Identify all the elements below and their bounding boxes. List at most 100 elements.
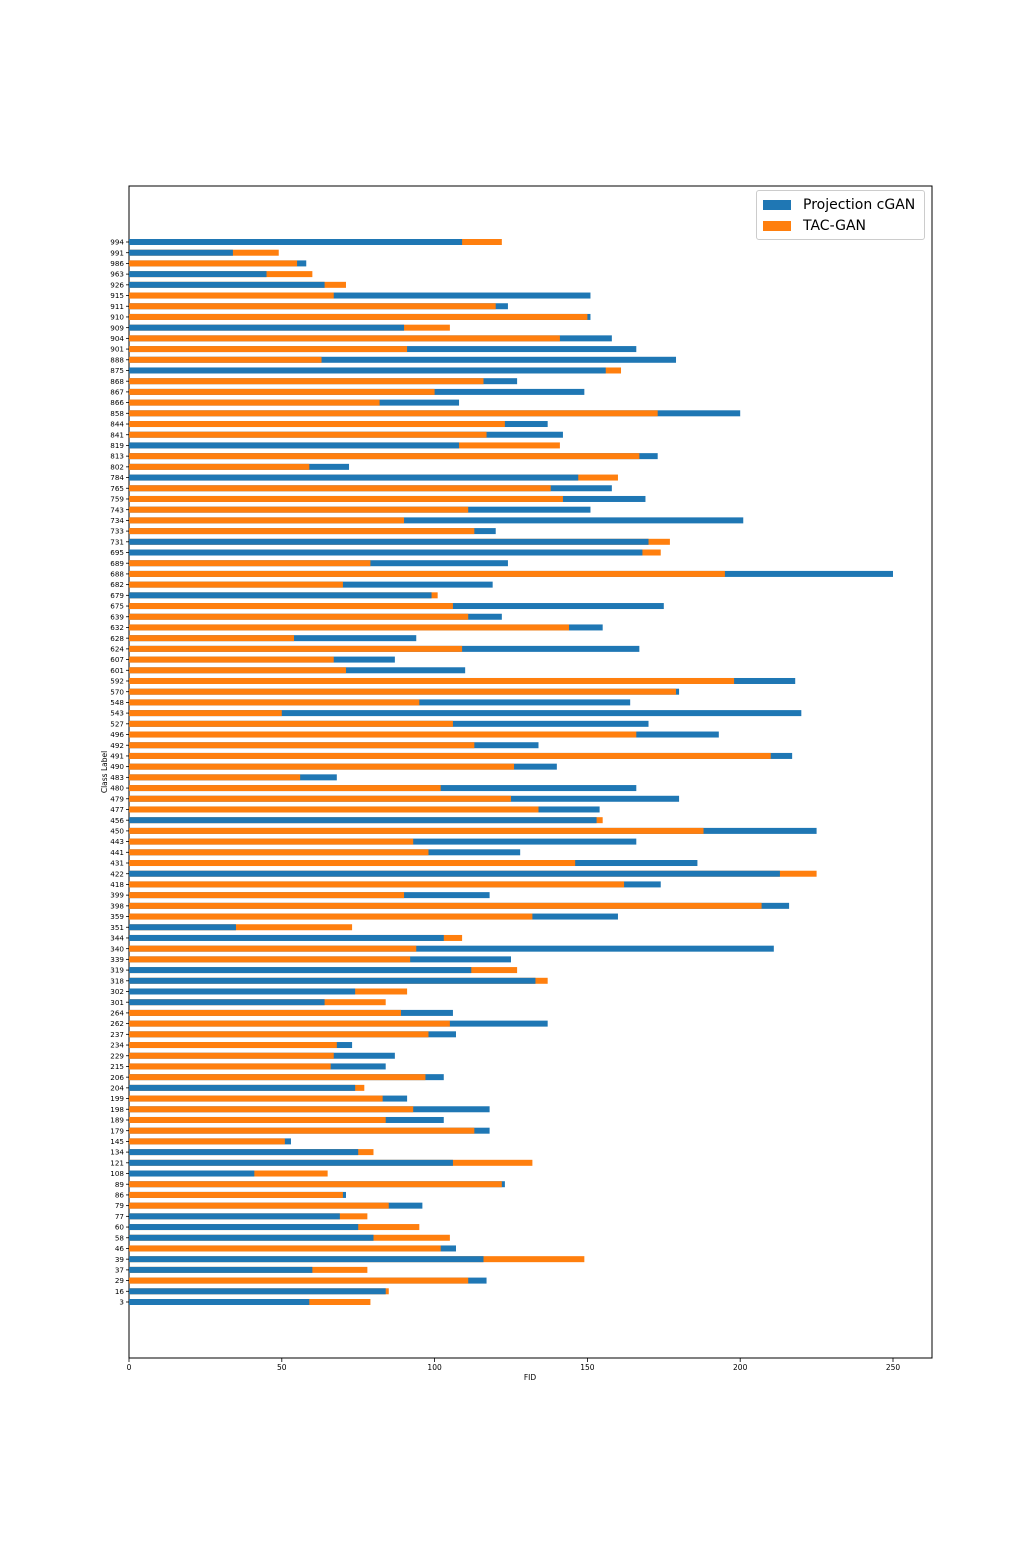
bar-tac-gan-682	[129, 581, 343, 588]
y-tick-label-994: 994	[110, 238, 124, 247]
bar-tac-gan-189	[129, 1116, 386, 1123]
bar-tac-gan-229	[129, 1052, 334, 1059]
bar-projection-cgan-875	[129, 367, 606, 374]
y-tick-label-527: 527	[110, 719, 124, 728]
bar-projection-cgan-16	[129, 1288, 386, 1295]
bar-tac-gan-743	[129, 506, 469, 513]
bar-tac-gan-198	[129, 1106, 414, 1113]
bar-projection-cgan-888	[129, 356, 677, 363]
bar-tac-gan-199	[129, 1095, 383, 1102]
y-tick-label-86: 86	[115, 1191, 125, 1200]
y-tick-label-986: 986	[110, 259, 124, 268]
bar-tac-gan-628	[129, 635, 295, 642]
x-tick-label-150: 150	[580, 1363, 595, 1372]
y-tick-label-734: 734	[110, 516, 124, 525]
bar-projection-cgan-204	[129, 1084, 356, 1091]
y-tick-label-901: 901	[110, 345, 124, 354]
x-ticks-group: 0 50 100 150 200 250	[127, 1358, 901, 1372]
y-tick-label-759: 759	[110, 495, 124, 504]
x-tick-label-250: 250	[886, 1363, 901, 1372]
y-tick-label-483: 483	[110, 773, 124, 782]
bar-tac-gan-867	[129, 388, 435, 395]
y-tick-label-431: 431	[110, 859, 124, 868]
bar-tac-gan-904	[129, 335, 560, 342]
y-tick-label-79: 79	[115, 1201, 125, 1210]
y-tick-label-16: 16	[115, 1287, 125, 1296]
y-tick-label-441: 441	[110, 848, 124, 857]
y-tick-label-418: 418	[110, 880, 124, 889]
y-tick-label-765: 765	[110, 484, 124, 493]
y-tick-label-108: 108	[110, 1169, 124, 1178]
y-tick-label-492: 492	[110, 741, 124, 750]
x-tick-label-200: 200	[733, 1363, 748, 1372]
bar-projection-cgan-319	[129, 967, 472, 974]
y-tick-label-204: 204	[110, 1083, 124, 1092]
bar-tac-gan-915	[129, 292, 334, 299]
y-tick-label-819: 819	[110, 441, 124, 450]
bar-tac-gan-479	[129, 795, 511, 802]
bar-projection-cgan-819	[129, 442, 460, 449]
y-tick-label-46: 46	[115, 1244, 125, 1253]
y-tick-label-689: 689	[110, 559, 124, 568]
y-tick-label-802: 802	[110, 462, 124, 471]
bar-projection-cgan-301	[129, 999, 325, 1006]
legend-swatch-tac-gan	[763, 221, 791, 231]
y-tick-label-339: 339	[110, 955, 124, 964]
y-tick-label-844: 844	[110, 420, 124, 429]
y-tick-label-841: 841	[110, 430, 124, 439]
y-tick-label-229: 229	[110, 1051, 124, 1060]
bar-projection-cgan-926	[129, 281, 325, 288]
y-tick-label-490: 490	[110, 762, 124, 771]
bar-projection-cgan-108	[129, 1170, 255, 1177]
bar-tac-gan-89	[129, 1181, 502, 1188]
y-tick-label-963: 963	[110, 270, 124, 279]
y-tick-label-926: 926	[110, 280, 124, 289]
y-tick-label-813: 813	[110, 452, 124, 461]
y-tick-label-39: 39	[115, 1255, 125, 1264]
y-tick-label-682: 682	[110, 580, 124, 589]
y-tick-label-215: 215	[110, 1062, 124, 1071]
bar-tac-gan-910	[129, 313, 588, 320]
bar-tac-gan-450	[129, 827, 704, 834]
y-tick-label-264: 264	[110, 1009, 124, 1018]
bar-tac-gan-340	[129, 945, 417, 952]
y-tick-label-915: 915	[110, 291, 124, 300]
bar-tac-gan-548	[129, 699, 420, 706]
bar-tac-gan-477	[129, 806, 539, 813]
y-axis-label: Class Label	[100, 751, 109, 793]
y-tick-label-37: 37	[115, 1265, 124, 1274]
y-tick-label-58: 58	[115, 1233, 125, 1242]
y-tick-label-628: 628	[110, 634, 124, 643]
bar-tac-gan-813	[129, 453, 640, 460]
bar-projection-cgan-3	[129, 1299, 310, 1305]
bar-projection-cgan-37	[129, 1266, 313, 1273]
y-tick-label-866: 866	[110, 398, 124, 407]
bar-tac-gan-639	[129, 613, 469, 620]
y-tick-label-450: 450	[110, 826, 124, 835]
bar-tac-gan-480	[129, 785, 441, 792]
y-tick-label-570: 570	[110, 687, 124, 696]
y-tick-label-991: 991	[110, 248, 124, 257]
bar-tac-gan-264	[129, 1009, 401, 1016]
bar-tac-gan-675	[129, 603, 453, 610]
y-tick-label-479: 479	[110, 794, 124, 803]
bar-projection-cgan-351	[129, 924, 236, 931]
bar-tac-gan-262	[129, 1020, 450, 1027]
bar-tac-gan-868	[129, 378, 484, 385]
bar-tac-gan-491	[129, 752, 771, 759]
bar-projection-cgan-39	[129, 1256, 484, 1263]
bar-projection-cgan-121	[129, 1159, 453, 1166]
y-tick-label-206: 206	[110, 1073, 124, 1082]
y-tick-label-60: 60	[115, 1223, 125, 1232]
bar-tac-gan-841	[129, 431, 487, 438]
bar-tac-gan-351	[129, 924, 353, 931]
y-tick-label-398: 398	[110, 901, 124, 910]
y-tick-label-77: 77	[115, 1212, 124, 1221]
y-tick-label-548: 548	[110, 698, 124, 707]
y-tick-label-443: 443	[110, 837, 124, 846]
bar-tac-gan-483	[129, 774, 301, 781]
bar-tac-gan-802	[129, 463, 310, 470]
bar-tac-gan-734	[129, 517, 405, 524]
y-tick-label-868: 868	[110, 377, 124, 386]
